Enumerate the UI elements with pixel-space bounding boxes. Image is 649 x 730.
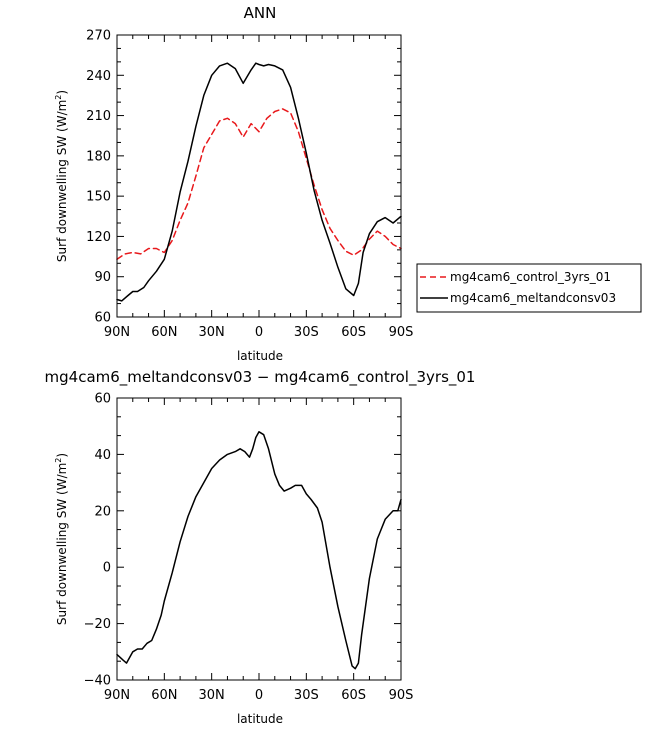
chart1-x-tick-label-4: 30S <box>294 688 319 703</box>
chart0-plot-frame <box>116 34 402 318</box>
bottom-panel: mg4cam6_meltandconsv03 − mg4cam6_control… <box>45 368 476 726</box>
chart1-y-tick-label-0: −40 <box>84 674 111 689</box>
chart1-y-tick-label-3: 20 <box>94 504 111 519</box>
chart0-x-tick-label-0: 90N <box>104 325 130 340</box>
chart0-y-tick-label-1: 90 <box>94 270 111 285</box>
chart0-y-tick-label-2: 120 <box>86 230 111 245</box>
top-y-axis-title: Surf downwelling SW (W/m2) <box>54 90 69 262</box>
bottom-plot-title: mg4cam6_meltandconsv03 − mg4cam6_control… <box>45 368 476 387</box>
chart0-x-tick-label-6: 90S <box>389 325 414 340</box>
top-plot-title: ANN <box>244 4 277 22</box>
chart0-y-tick-label-3: 150 <box>86 190 111 205</box>
chart0-x-tick-label-3: 0 <box>255 325 263 340</box>
top-plot-area: 90N 60N 30N 0 30S 60S 90S 60 90 120 150 180 210 240 27… <box>86 29 413 341</box>
bottom-plot-area: 90N 60N 30N 0 30S 60S 90S −40 −20 0 20 40 60 <box>84 392 414 704</box>
legend-label-meltandconsv: mg4cam6_meltandconsv03 <box>450 291 616 305</box>
bottom-x-axis-title: latitude <box>237 712 283 726</box>
chart0-x-tick-label-2: 30N <box>199 325 225 340</box>
chart1-plot-frame <box>116 397 402 681</box>
chart0-series-1-line <box>116 62 402 302</box>
chart0-x-tick-label-4: 30S <box>294 325 319 340</box>
chart0-x-tick-label-1: 60N <box>151 325 177 340</box>
bottom-y-axis-title-superscript: 2 <box>54 458 63 463</box>
chart0-y-tick-label-7: 270 <box>86 29 111 44</box>
legend-box <box>416 263 642 313</box>
top-x-axis-title: latitude <box>237 349 283 363</box>
chart0-y-tick-label-0: 60 <box>94 311 111 326</box>
chart1-x-tick-label-2: 30N <box>199 688 225 703</box>
chart0-y-tick-label-4: 180 <box>86 149 111 164</box>
legend-label-control: mg4cam6_control_3yrs_01 <box>450 270 611 284</box>
chart0-y-tick-label-5: 210 <box>86 109 111 124</box>
chart1-x-tick-label-0: 90N <box>104 688 130 703</box>
chart1-series-0-line <box>116 431 402 670</box>
bottom-y-axis-title: Surf downwelling SW (W/m2) <box>54 453 69 625</box>
chart1-y-tick-label-2: 0 <box>103 561 111 576</box>
top-panel: ANN 90N 60N 30N 0 30S 60S 90S 60 90 120 150 180 210 2… <box>54 4 413 363</box>
legend: mg4cam6_control_3yrs_01 mg4cam6_meltandc… <box>416 263 642 313</box>
top-y-axis-title-superscript: 2 <box>54 95 63 100</box>
chart0-y-tick-label-6: 240 <box>86 69 111 84</box>
chart1-y-tick-label-1: −20 <box>84 617 111 632</box>
chart1-y-tick-label-4: 40 <box>94 448 111 463</box>
chart1-x-tick-label-6: 90S <box>389 688 414 703</box>
chart1-x-tick-label-3: 0 <box>255 688 263 703</box>
chart1-x-tick-label-1: 60N <box>151 688 177 703</box>
chart1-x-tick-label-5: 60S <box>341 688 366 703</box>
chart1-y-tick-label-5: 60 <box>94 392 111 407</box>
chart0-series-0-line <box>116 108 402 261</box>
chart0-x-tick-label-5: 60S <box>341 325 366 340</box>
